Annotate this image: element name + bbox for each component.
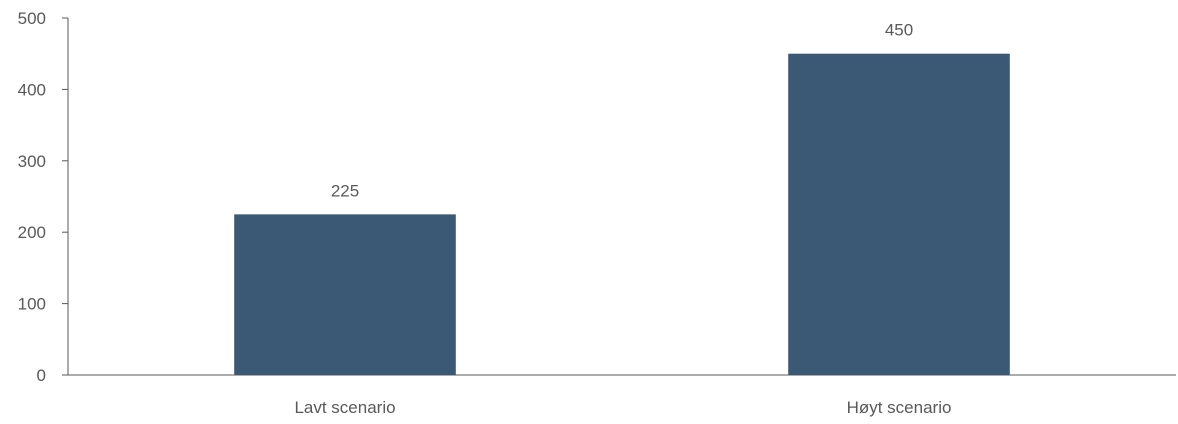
bars xyxy=(234,53,1010,375)
x-tick-label: Høyt scenario xyxy=(847,398,952,417)
x-tick-label: Lavt scenario xyxy=(294,398,395,417)
y-ticks: 0 100 200 300 400 500 xyxy=(18,9,68,385)
bar xyxy=(788,53,1010,375)
y-tick-label: 200 xyxy=(18,223,46,242)
y-tick-label: 0 xyxy=(37,366,46,385)
data-label: 225 xyxy=(331,181,359,200)
x-ticks: Lavt scenario Høyt scenario xyxy=(294,398,951,417)
y-tick-label: 100 xyxy=(18,295,46,314)
data-labels: 225 450 xyxy=(331,21,913,201)
data-label: 450 xyxy=(885,21,913,40)
bar xyxy=(234,214,456,375)
y-tick-label: 300 xyxy=(18,152,46,171)
y-tick-label: 400 xyxy=(18,80,46,99)
y-tick-label: 500 xyxy=(18,9,46,28)
